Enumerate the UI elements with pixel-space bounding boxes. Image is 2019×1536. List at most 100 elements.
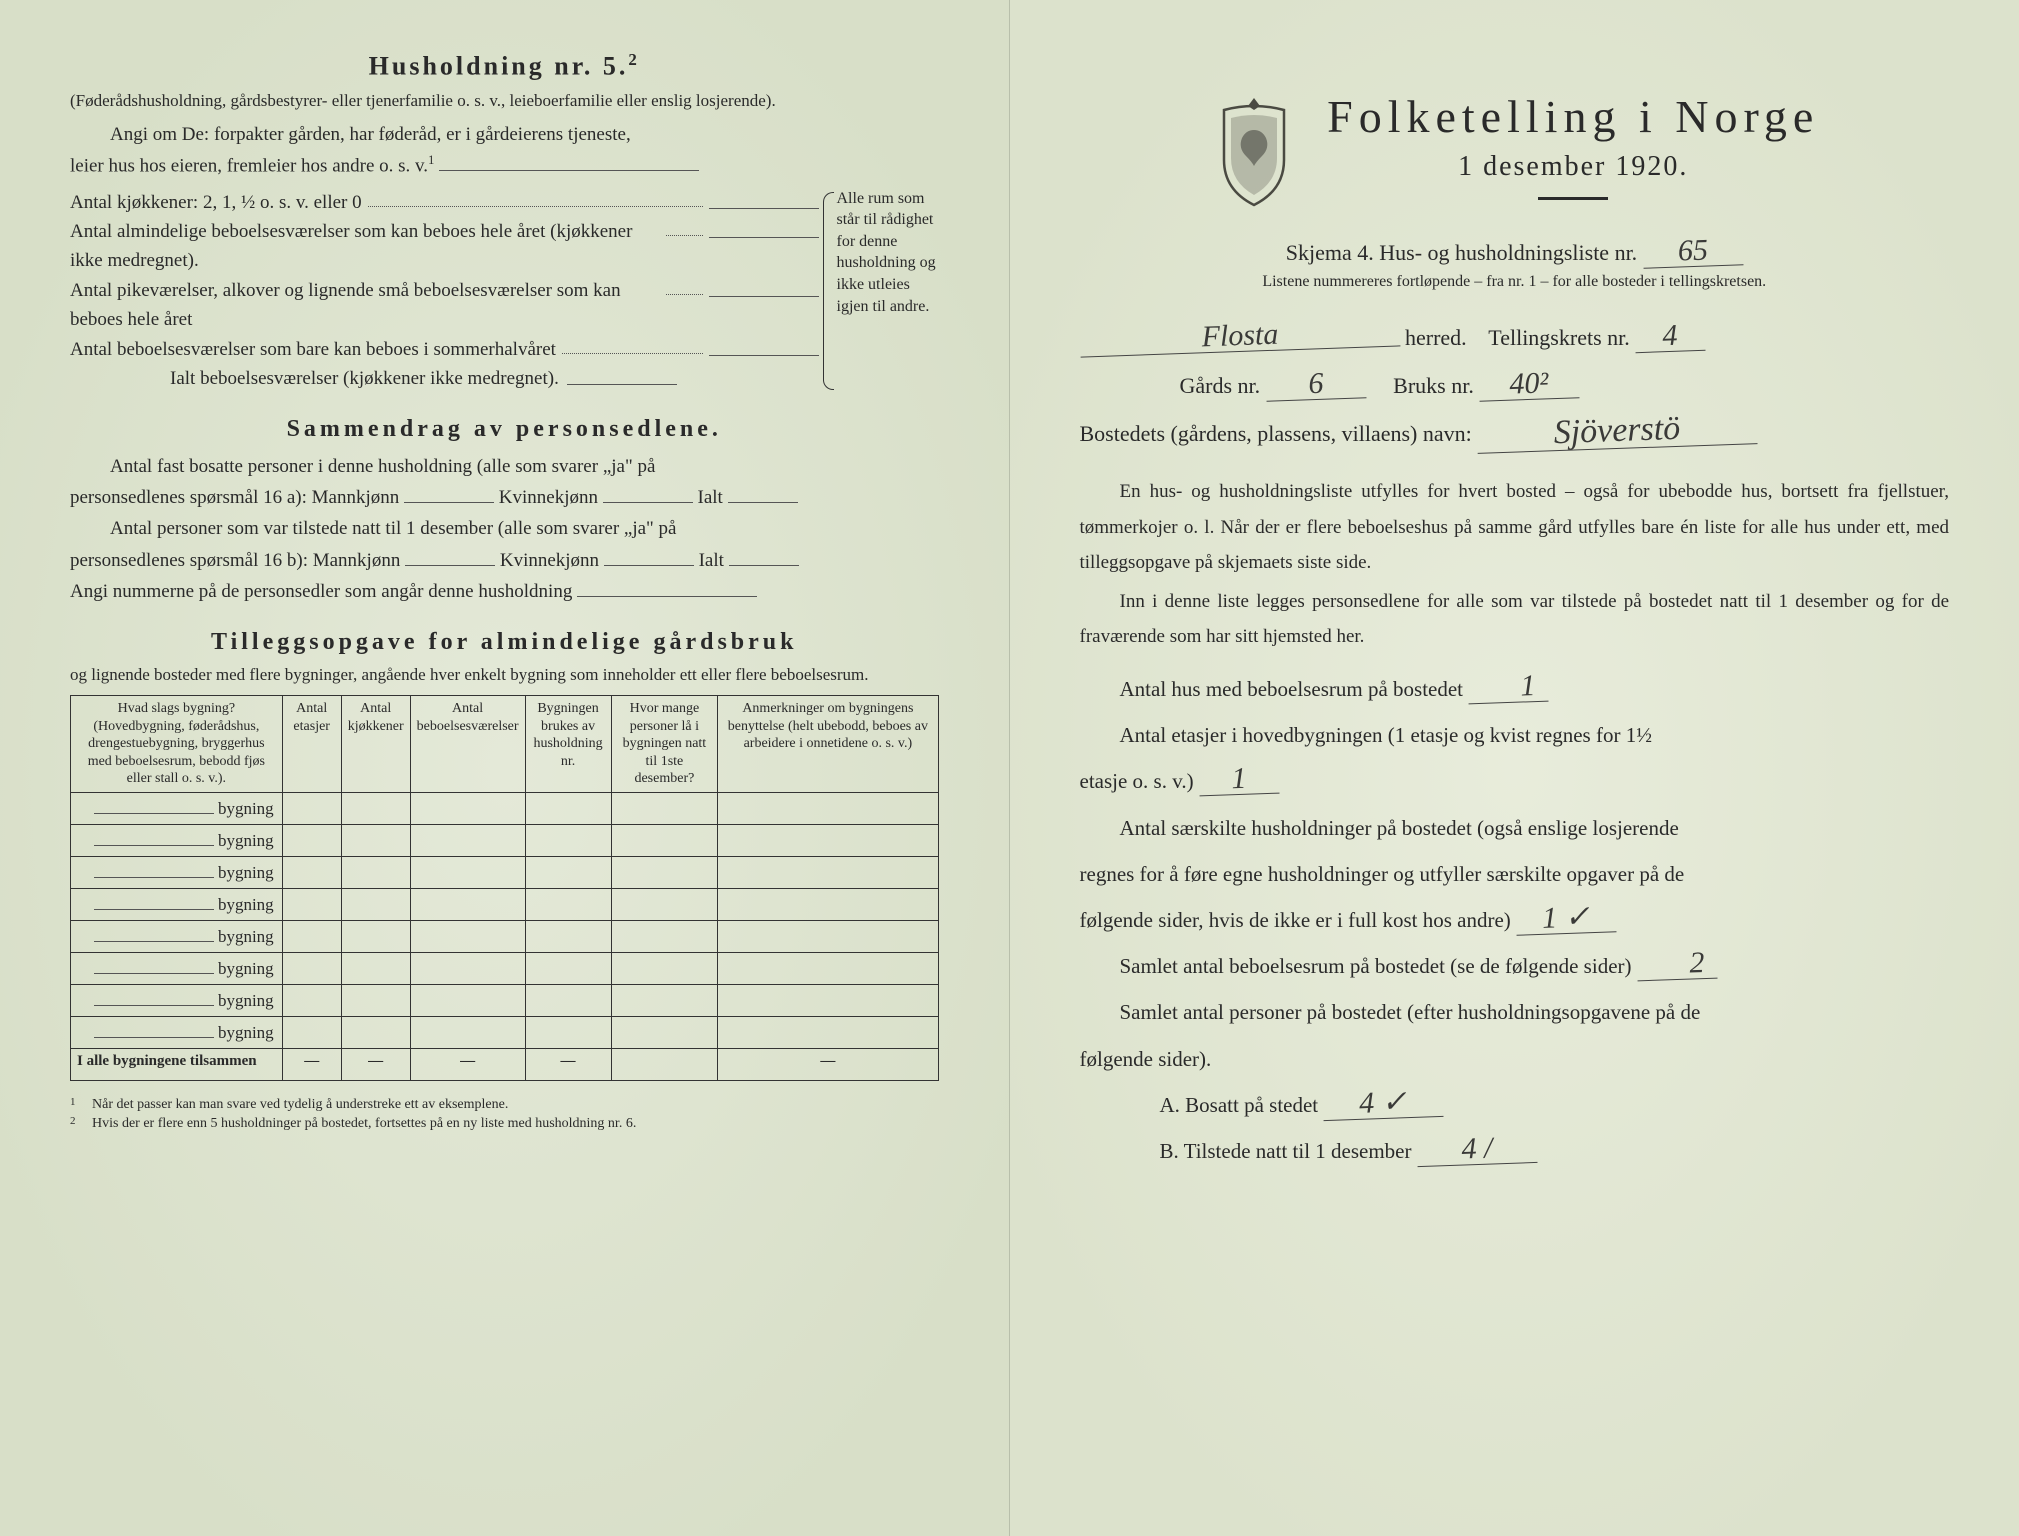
table-row: bygning — [71, 984, 939, 1016]
brace-text: Alle rum som står til rådighet for denne… — [819, 188, 939, 394]
q3-row-a: Antal særskilte husholdninger på bostede… — [1080, 805, 1950, 851]
rooms-left: Antal kjøkkener: 2, 1, ½ o. s. v. eller … — [70, 188, 819, 394]
rooms-label-1: Antal pikeværelser, alkover og lignende … — [70, 276, 660, 335]
krets-label: Tellingskrets nr. — [1488, 325, 1629, 350]
q1-label: Antal hus med beboelsesrum på bostedet — [1120, 677, 1464, 701]
table-row: bygning — [71, 824, 939, 856]
table-row: bygning — [71, 856, 939, 888]
sum-line2a: Antal personer som var tilstede natt til… — [70, 513, 939, 544]
sum-kv-1: Kvinnekjønn — [499, 487, 598, 508]
table-sum-row: I alle bygningene tilsammen————— — [71, 1048, 939, 1080]
q2-label-b: etasje o. s. v.) — [1080, 769, 1194, 793]
col-5: Hvor mange personer lå i bygningen natt … — [611, 696, 718, 793]
qB-value: 4 / — [1416, 1132, 1537, 1167]
kitchens-label: Antal kjøkkener: 2, 1, ½ o. s. v. eller … — [70, 188, 362, 217]
table-row: bygning — [71, 1016, 939, 1048]
herred-row: Flosta herred. Tellingskrets nr. 4 — [1080, 317, 1950, 359]
household-header: Husholdning nr. 5.2 — [70, 50, 939, 82]
rooms-label-0: Antal almindelige beboelsesværelser som … — [70, 217, 660, 276]
bosted-row: Bostedets (gårdens, plassens, villaens) … — [1080, 413, 1950, 455]
krets-value: 4 — [1635, 320, 1706, 353]
bruks-value: 40² — [1479, 367, 1580, 401]
q4-label: Samlet antal beboelsesrum på bostedet (s… — [1120, 954, 1632, 978]
title-rule — [1538, 197, 1608, 200]
date-line: 1 desember 1920. — [1327, 151, 1819, 183]
gards-value: 6 — [1265, 367, 1366, 401]
para-2-text: Inn i denne liste legges personsedlene f… — [1080, 584, 1950, 654]
angi-sup: 1 — [428, 153, 434, 167]
col-0: Hvad slags bygning? (Hovedbygning, føder… — [71, 696, 283, 793]
gards-label: Gårds nr. — [1180, 373, 1261, 398]
angi-line-2-text: leier hus hos eieren, fremleier hos andr… — [70, 155, 428, 176]
sum-line3: Angi nummerne på de personsedler som ang… — [70, 576, 939, 607]
rooms-row-3: Ialt beboelsesværelser (kjøkkener ikke m… — [70, 364, 819, 393]
q5-row-b: følgende sider). — [1080, 1036, 1950, 1082]
sum-line1b: personsedlenes spørsmål 16 a): Mannkjønn… — [70, 482, 939, 513]
bosted-label: Bostedets (gårdens, plassens, villaens) … — [1080, 421, 1472, 446]
sum-line1b-text: personsedlenes spørsmål 16 a): Mannkjønn — [70, 487, 399, 508]
para-2: Inn i denne liste legges personsedlene f… — [1080, 584, 1950, 654]
sum-kv-2: Kvinnekjønn — [500, 550, 599, 571]
skjema-nr-value: 65 — [1642, 234, 1743, 268]
qA-row: A. Bosatt på stedet 4 ✓ — [1080, 1082, 1950, 1128]
q5-row-a: Samlet antal personer på bostedet (efter… — [1080, 989, 1950, 1035]
answers-block: Antal hus med beboelsesrum på bostedet 1… — [1080, 666, 1950, 1174]
table-row: bygning — [71, 952, 939, 984]
bruks-label: Bruks nr. — [1393, 373, 1474, 398]
coat-of-arms-icon — [1209, 90, 1299, 210]
sum-line2b: personsedlenes spørsmål 16 b): Mannkjønn… — [70, 545, 939, 576]
gards-row: Gårds nr. 6 Bruks nr. 40² — [1080, 365, 1950, 407]
footnotes: 1 Når det passer kan man svare ved tydel… — [70, 1095, 939, 1134]
footnote-2-text: Hvis der er flere enn 5 husholdninger på… — [92, 1114, 636, 1134]
col-3: Antal beboelsesværelser — [410, 696, 525, 793]
herred-value: Flosta — [1079, 315, 1400, 357]
sum-line2b-text: personsedlenes spørsmål 16 b): Mannkjønn — [70, 550, 400, 571]
q4-row: Samlet antal beboelsesrum på bostedet (s… — [1080, 943, 1950, 989]
q3-row-b: regnes for å føre egne husholdninger og … — [1080, 851, 1950, 897]
table-row: bygning — [71, 920, 939, 952]
col-1: Antal etasjer — [282, 696, 341, 793]
table-row: bygning — [71, 792, 939, 824]
kitchens-row: Antal kjøkkener: 2, 1, ½ o. s. v. eller … — [70, 188, 819, 217]
q1-value: 1 — [1468, 671, 1549, 705]
table-row: bygning — [71, 888, 939, 920]
herred-label: herred. — [1405, 325, 1467, 350]
summary-title: Sammendrag av personsedlene. — [70, 416, 939, 443]
col-6: Anmerkninger om bygningens benyttelse (h… — [718, 696, 938, 793]
qA-label: A. Bosatt på stedet — [1160, 1093, 1319, 1117]
qB-row: B. Tilstede natt til 1 desember 4 / — [1080, 1128, 1950, 1174]
angi-field — [439, 151, 699, 171]
title-block: Folketelling i Norge 1 desember 1920. — [1080, 90, 1950, 210]
footnote-1: 1 Når det passer kan man svare ved tydel… — [70, 1095, 939, 1115]
skjema-label: Skjema 4. Hus- og husholdningsliste nr. — [1286, 240, 1637, 265]
q1-row: Antal hus med beboelsesrum på bostedet 1 — [1080, 666, 1950, 712]
right-page: Folketelling i Norge 1 desember 1920. Sk… — [1010, 0, 2019, 1536]
household-title: Husholdning nr. 5. — [369, 52, 629, 81]
footnote-1-text: Når det passer kan man svare ved tydelig… — [92, 1095, 508, 1115]
title-text: Folketelling i Norge 1 desember 1920. — [1327, 90, 1819, 200]
sum-line1a: Antal fast bosatte personer i denne hush… — [70, 451, 939, 482]
para-1-text: En hus- og husholdningsliste utfylles fo… — [1080, 474, 1950, 579]
q4-value: 2 — [1636, 948, 1717, 982]
q2-value: 1 — [1198, 763, 1279, 797]
household-title-sup: 2 — [628, 50, 639, 69]
col-2: Antal kjøkkener — [341, 696, 410, 793]
left-page: Husholdning nr. 5.2 (Føderådshusholdning… — [0, 0, 1010, 1536]
q2-row-a: Antal etasjer i hovedbygningen (1 etasje… — [1080, 712, 1950, 758]
skjema-line: Skjema 4. Hus- og husholdningsliste nr. … — [1080, 236, 1950, 267]
footnote-2: 2 Hvis der er flere enn 5 husholdninger … — [70, 1114, 939, 1134]
main-title: Folketelling i Norge — [1327, 90, 1819, 143]
sub-note: Listene nummereres fortløpende – fra nr.… — [1080, 273, 1950, 291]
rooms-label-3: Ialt beboelsesværelser (kjøkkener ikke m… — [70, 364, 559, 393]
rooms-block: Antal kjøkkener: 2, 1, ½ o. s. v. eller … — [70, 188, 939, 394]
qA-value: 4 ✓ — [1323, 1086, 1444, 1121]
sum-ialt-1: Ialt — [698, 487, 723, 508]
tillegg-title: Tilleggsopgave for almindelige gårdsbruk — [70, 629, 939, 656]
rooms-row-2: Antal beboelsesværelser som bare kan beb… — [70, 335, 819, 364]
bosted-value: Sjöverstö — [1477, 409, 1758, 454]
q3-value: 1 ✓ — [1516, 901, 1617, 935]
document-spread: Husholdning nr. 5.2 (Føderådshusholdning… — [0, 0, 2019, 1536]
rooms-row-1: Antal pikeværelser, alkover og lignende … — [70, 276, 819, 335]
q3-row-c: følgende sider, hvis de ikke er i full k… — [1080, 897, 1950, 943]
angi-line-1: Angi om De: forpakter gården, har føderå… — [70, 119, 939, 150]
